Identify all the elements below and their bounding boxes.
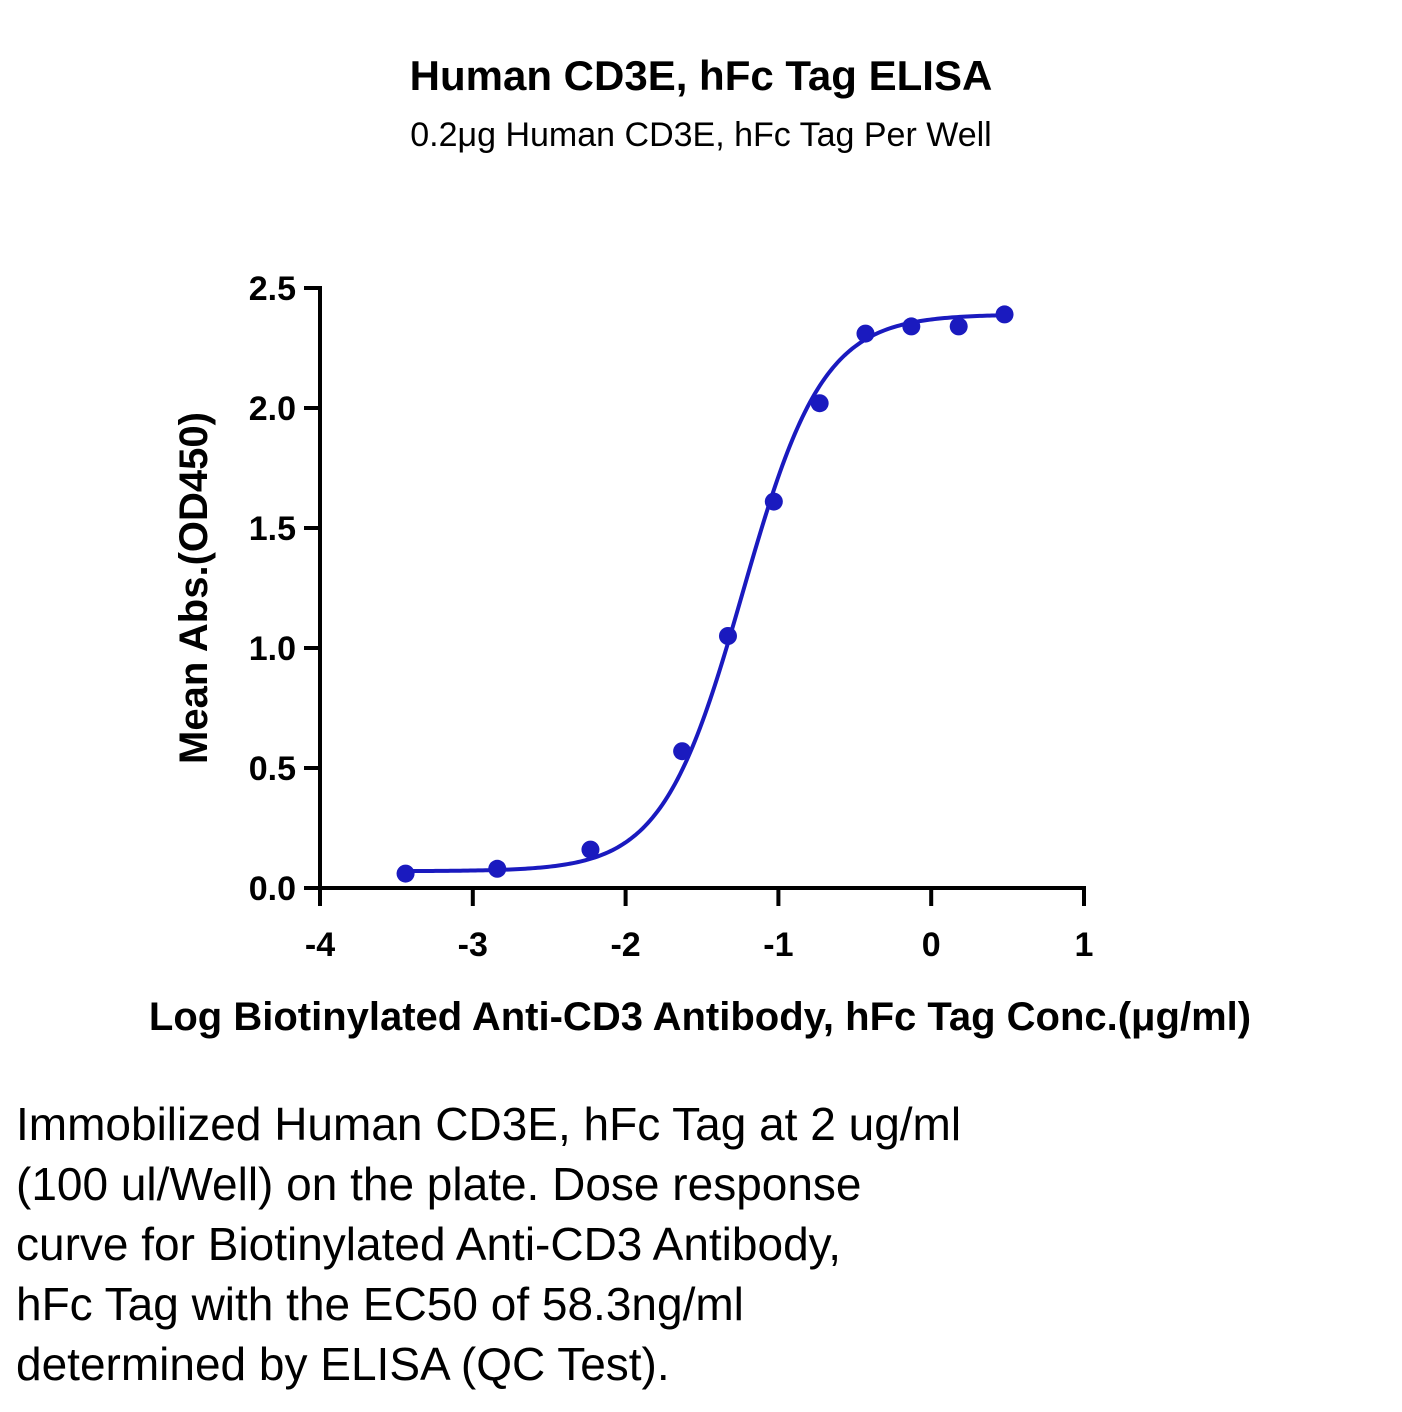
data-point [764,492,783,511]
data-point [902,317,921,336]
x-tick-label: -3 [458,926,488,964]
data-point [488,859,507,878]
y-tick-label: 1.0 [249,630,296,668]
caption-text: Immobilized Human CD3E, hFc Tag at 2 ug/… [16,1098,962,1390]
chart-title: Human CD3E, hFc Tag ELISA [409,52,993,99]
y-tick-label: 2.5 [249,270,296,308]
fit-curve [405,313,1005,874]
data-point [949,317,968,336]
data-point [718,627,737,645]
x-tick-label: 1 [1075,926,1094,964]
x-tick-label: 0 [922,926,941,964]
y-axis-label: Mean Abs.(OD450) [172,412,216,764]
data-point [810,394,829,413]
chart-subtitle: 0.2μg Human CD3E, hFc Tag Per Well [410,116,992,154]
axes: 0.0 0.5 1.0 1.5 2.0 2.5 -4 -3 -2 -1 0 1 [249,270,1094,964]
data-point [995,305,1014,324]
y-tick-label: 0.5 [249,750,296,788]
data-point [396,864,415,883]
x-tick-label: -2 [610,926,640,964]
chart-plot: 0.0 0.5 1.0 1.5 2.0 2.5 -4 -3 -2 -1 0 1 Log Biotiny… [149,270,1251,1039]
y-tick-label: 1.5 [249,510,296,548]
x-tick-label: -4 [305,926,335,964]
data-points [396,305,1014,883]
x-tick-label: -1 [763,926,793,964]
data-point [856,324,875,343]
data-point [673,742,692,761]
data-point [581,840,600,859]
y-tick-label: 2.0 [249,390,296,428]
x-axis-label: Log Biotinylated Anti-CD3 Antibody, hFc … [149,995,1251,1039]
y-tick-label: 0.0 [249,870,296,908]
